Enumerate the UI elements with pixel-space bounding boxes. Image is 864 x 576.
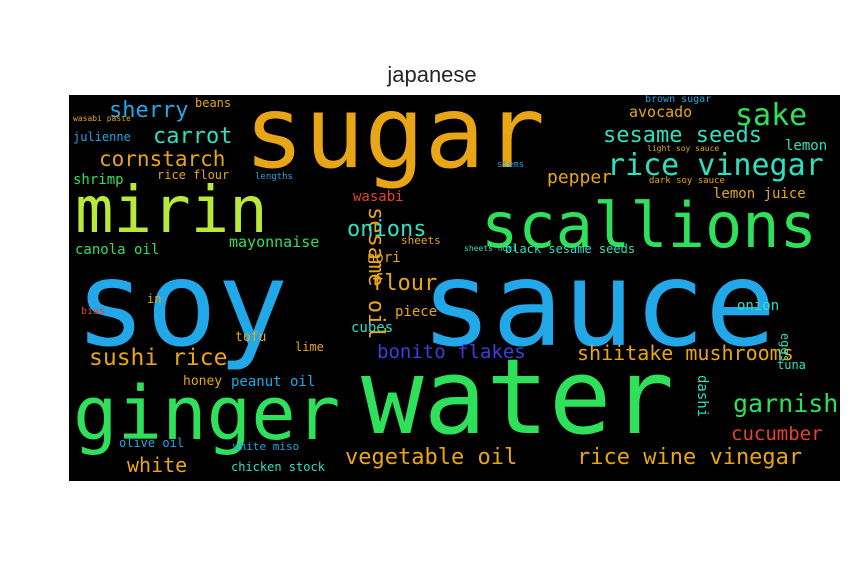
word-water: water: [361, 336, 675, 458]
word-mirin: mirin: [75, 174, 268, 248]
word-lemon-juice: lemon juice: [713, 186, 806, 202]
word-sauce: sauce: [421, 235, 777, 373]
word-ginger: ginger: [73, 371, 341, 457]
word-wasabi-paste: wasabi paste: [73, 114, 131, 123]
word-white: white: [127, 453, 188, 477]
word-in: in: [147, 292, 162, 306]
word-lengths: lengths: [255, 172, 293, 182]
word-shrimp: shrimp: [73, 172, 124, 188]
word-wasabi: wasabi: [353, 189, 404, 205]
word-julienne: julienne: [73, 130, 131, 144]
word-canola-oil: canola oil: [75, 242, 160, 258]
word-beans: beans: [195, 96, 232, 110]
word-rice-wine-vinegar: rice wine vinegar: [577, 445, 803, 470]
word-lemon: lemon: [785, 138, 828, 154]
word-peanut-oil: peanut oil: [231, 374, 316, 390]
word-chicken-stock: chicken stock: [231, 460, 325, 474]
word-light-soy-sauce: light soy sauce: [647, 144, 720, 153]
word-brown-sugar: brown sugar: [645, 95, 712, 105]
word-garnish: garnish: [733, 389, 839, 418]
word-sushi-rice: sushi rice: [89, 345, 228, 371]
word-mayonnaise: mayonnaise: [229, 233, 320, 251]
wordcloud-canvas: soy sauce sugar water mirin ginger scallions ri…: [69, 95, 840, 481]
word-avocado: avocado: [629, 103, 693, 121]
word-vegetable-oil: vegetable oil: [345, 445, 518, 470]
word-lime: lime: [295, 340, 324, 354]
word-sake: sake: [735, 98, 808, 133]
word-shiitake-mushrooms: shiitake mushrooms: [577, 341, 794, 365]
word-sheets: sheets: [401, 234, 441, 247]
word-tofu: tofu: [235, 330, 267, 345]
word-dark-soy-sauce: dark soy sauce: [649, 176, 725, 186]
word-rice-flour: rice flour: [157, 168, 230, 182]
word-sherry: sherry: [109, 98, 189, 123]
word-eggs: eggs: [778, 333, 792, 362]
word-soy: soy: [75, 235, 289, 373]
word-sesame-seeds: sesame seeds: [603, 123, 762, 148]
word-scallions: scallions: [481, 189, 817, 262]
chart-title: japanese: [387, 62, 477, 87]
word-tuna: tuna: [777, 358, 806, 372]
word-rice-vinegar: rice vinegar: [607, 148, 824, 183]
word-sheets-nori: sheets nori: [464, 244, 517, 253]
word-cucumber: cucumber: [731, 423, 823, 445]
word-dashi: dashi: [694, 375, 710, 418]
word-cornstarch: cornstarch: [99, 147, 226, 171]
word-honey: honey: [183, 374, 223, 389]
word-olive-oil: olive oil: [119, 436, 185, 450]
word-black-sesame-seeds: black sesame seeds: [505, 242, 636, 256]
word-sugar: sugar: [244, 95, 546, 191]
word-stems: stems: [497, 160, 525, 170]
word-piece: piece: [395, 304, 438, 320]
word-pepper: pepper: [547, 167, 613, 188]
word-bonito-flakes: bonito flakes: [377, 341, 526, 363]
word-onion: onion: [737, 298, 780, 314]
word-flour: flour: [371, 271, 438, 296]
word-nori: nori: [367, 250, 401, 266]
word-cubes: cubes: [351, 320, 394, 336]
word-carrot: carrot: [153, 124, 233, 149]
word-onions: onions: [347, 217, 427, 242]
word-bias: bias: [81, 306, 106, 317]
word-white-miso: white miso: [233, 440, 300, 453]
